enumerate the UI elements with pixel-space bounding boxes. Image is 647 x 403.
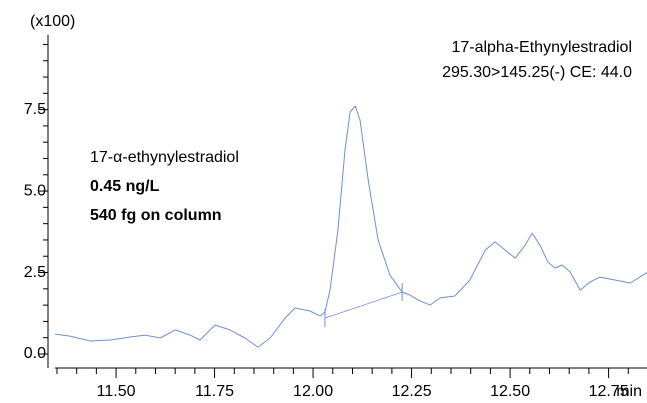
x-tick-label: 12.75	[589, 383, 629, 400]
x-unit: min	[616, 383, 642, 400]
y-tick-label: 5.0	[24, 182, 46, 199]
annotation: 17-α-ethynylestradiol	[90, 149, 239, 166]
x-tick-label: 11.75	[195, 383, 234, 400]
annotation: 540 fg on column	[90, 207, 222, 224]
x-tick-label: 12.25	[392, 383, 432, 400]
y-tick-label: 0.0	[24, 345, 46, 362]
x-tick-label: 11.50	[97, 383, 136, 400]
annotation: 0.45 ng/L	[90, 178, 160, 195]
y-unit: (x100)	[30, 13, 75, 30]
chart-subtitle: 295.30>145.25(-) CE: 44.0	[442, 64, 632, 81]
integration-baseline	[324, 291, 403, 319]
chromatogram-trace	[54, 105, 647, 348]
y-tick-label: 7.5	[24, 101, 46, 118]
x-tick-label: 12.50	[490, 383, 530, 400]
y-tick-label: 2.5	[24, 264, 46, 281]
chart-title: 17-alpha-Ethynylestradiol	[451, 39, 632, 56]
x-tick-label: 12.00	[293, 383, 333, 400]
